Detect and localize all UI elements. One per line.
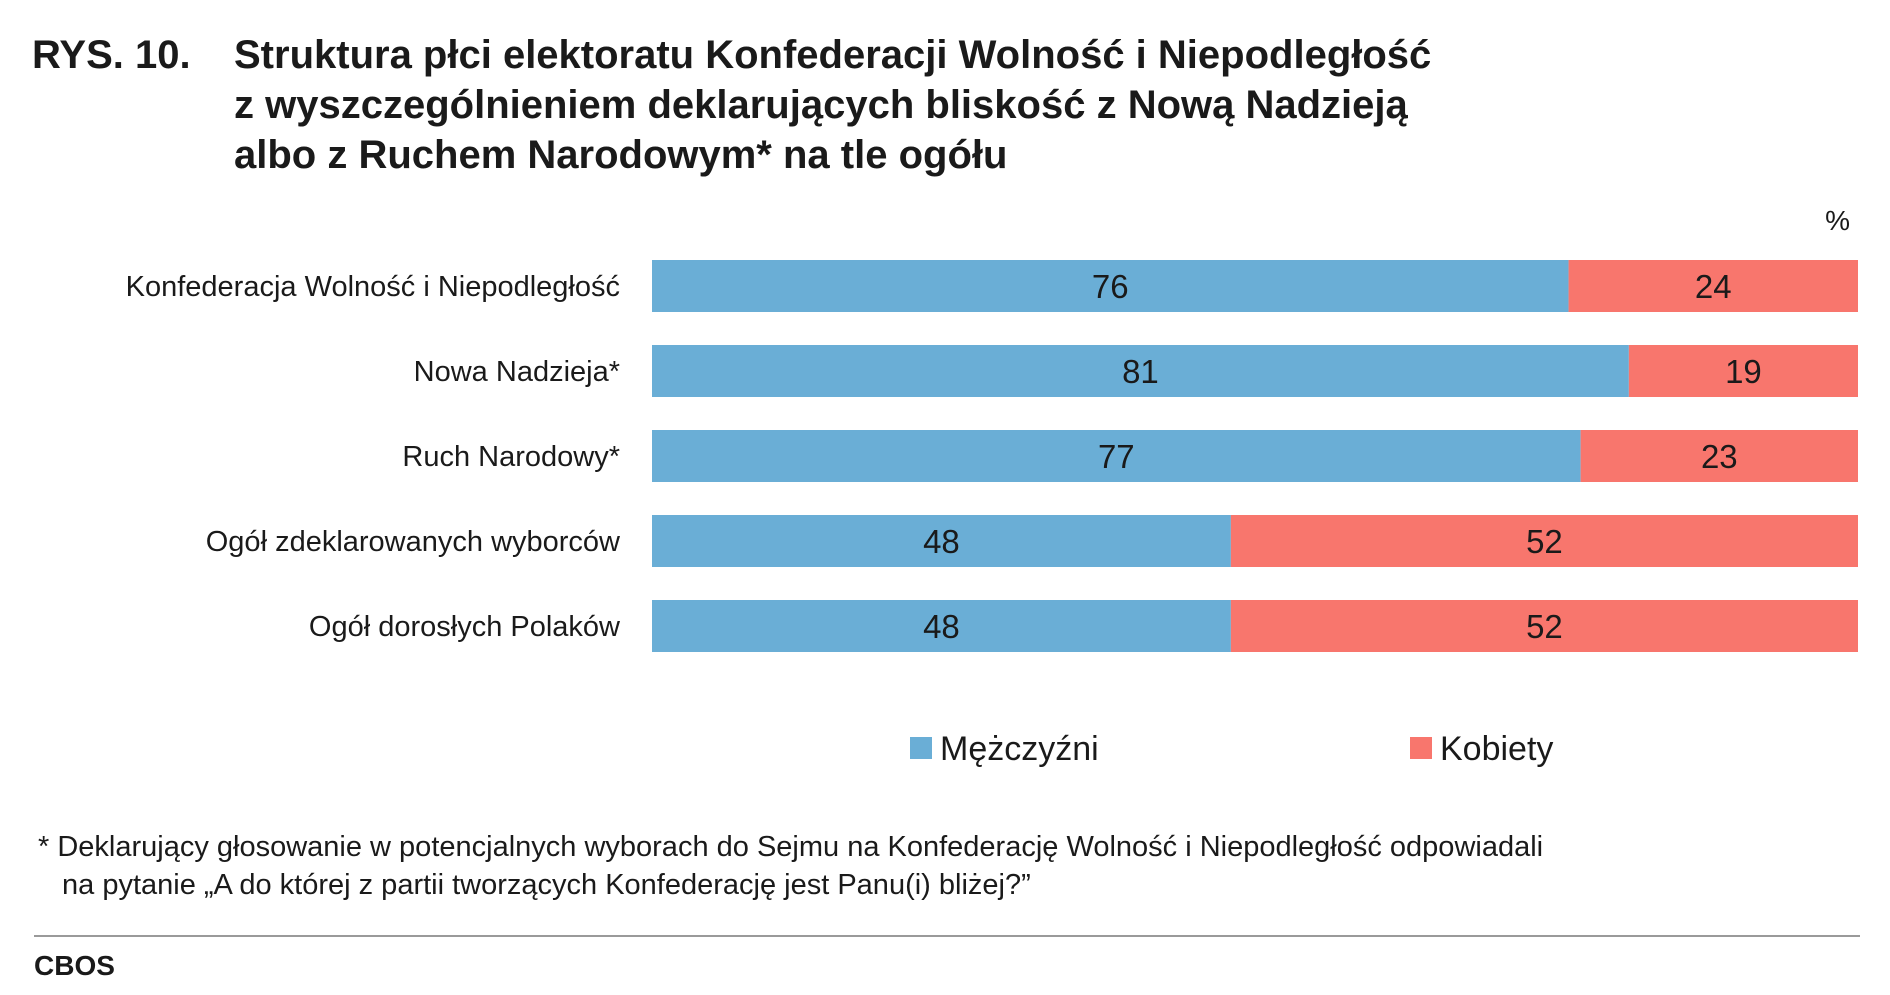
bar-segment-women bbox=[1628, 345, 1858, 397]
data-label: 81 bbox=[1122, 353, 1159, 390]
footnote-line-2: na pytanie „A do której z partii tworząc… bbox=[62, 869, 1031, 901]
footnote: * Deklarujący głosowanie w potencjalnych… bbox=[38, 828, 1543, 904]
category-label: Nowa Nadzieja* bbox=[414, 356, 620, 388]
figure-number: RYS. 10. bbox=[32, 33, 191, 77]
title-line-2: z wyszczególnieniem deklarujących blisko… bbox=[234, 83, 1408, 127]
bar-segment-men bbox=[652, 260, 1569, 312]
category-label: Konfederacja Wolność i Niepodległość bbox=[126, 271, 620, 303]
legend-label: Mężczyźni bbox=[940, 730, 1099, 768]
data-label: 24 bbox=[1695, 268, 1732, 305]
stacked-bar-chart: Konfederacja Wolność i Niepodległość 76 24… bbox=[126, 260, 1858, 768]
bar-segment-women bbox=[1568, 260, 1858, 312]
category-label: Ogół zdeklarowanych wyborców bbox=[206, 526, 621, 558]
title-line-3: albo z Ruchem Narodowym* na tle ogółu bbox=[234, 133, 1008, 177]
data-label: 48 bbox=[923, 523, 960, 560]
data-label: 76 bbox=[1092, 268, 1129, 305]
bar-segment-men bbox=[652, 600, 1231, 652]
data-label: 77 bbox=[1098, 438, 1135, 475]
source-label: CBOS bbox=[34, 950, 115, 981]
title-line-1: Struktura płci elektoratu Konfederacji W… bbox=[234, 33, 1432, 77]
bar-segment-women bbox=[1230, 515, 1858, 567]
category-label: Ogół dorosłych Polaków bbox=[309, 611, 621, 643]
legend-label: Kobiety bbox=[1440, 730, 1553, 768]
bar-segment-women bbox=[1230, 600, 1858, 652]
data-label: 52 bbox=[1526, 523, 1563, 560]
data-label: 52 bbox=[1526, 608, 1563, 645]
category-label: Ruch Narodowy* bbox=[402, 441, 620, 473]
footnote-line-1: * Deklarujący głosowanie w potencjalnych… bbox=[38, 831, 1544, 863]
bar-segment-men bbox=[652, 515, 1231, 567]
figure-title: Struktura płci elektoratu Konfederacji W… bbox=[234, 30, 1634, 180]
legend-swatch-women bbox=[1410, 737, 1432, 759]
divider bbox=[34, 935, 1860, 937]
data-label: 23 bbox=[1701, 438, 1738, 475]
bar-segment-women bbox=[1580, 430, 1858, 482]
legend-swatch-men bbox=[910, 737, 932, 759]
unit-label: % bbox=[1825, 205, 1850, 236]
bar-segment-men bbox=[652, 345, 1629, 397]
data-label: 48 bbox=[923, 608, 960, 645]
data-label: 19 bbox=[1725, 353, 1762, 390]
bar-segment-men bbox=[652, 430, 1581, 482]
